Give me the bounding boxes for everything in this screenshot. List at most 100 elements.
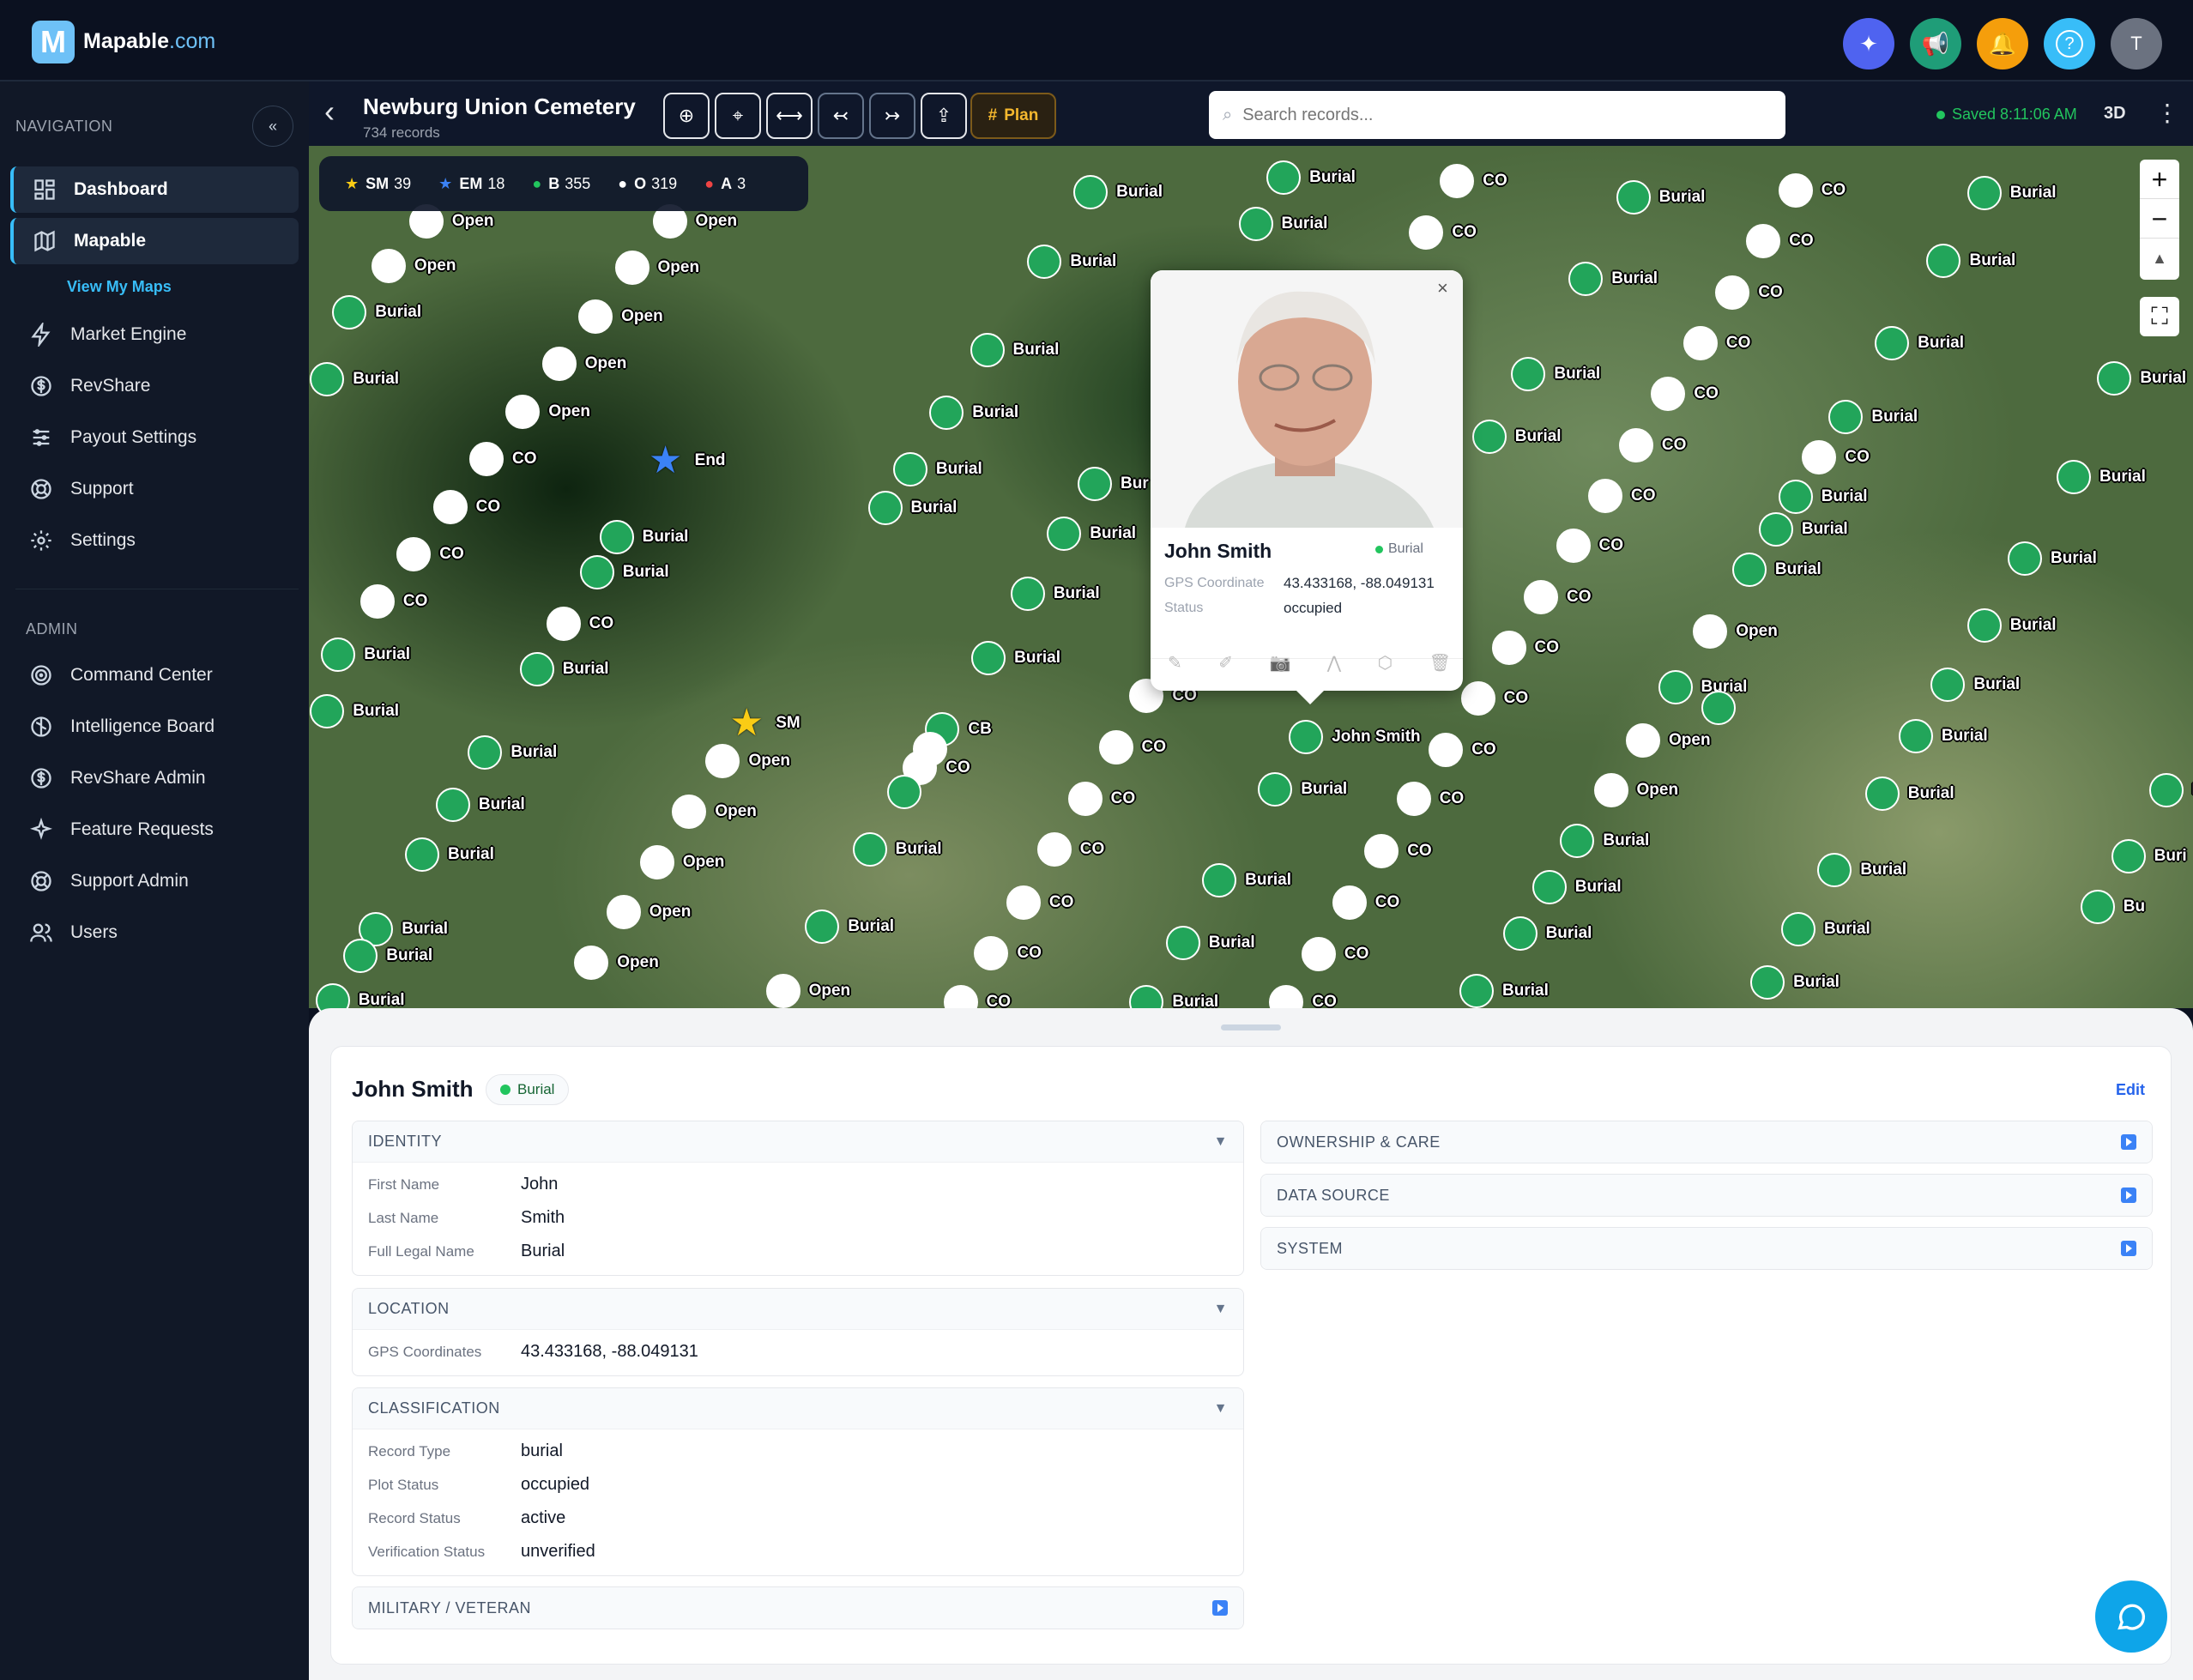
open-plot-marker[interactable]: [1588, 478, 1622, 513]
open-plot-marker[interactable]: [1301, 937, 1336, 972]
collapse-sidebar-button[interactable]: «: [252, 106, 293, 147]
burial-marker[interactable]: [2080, 889, 2115, 924]
open-plot-marker[interactable]: [578, 299, 613, 334]
sidebar-item-settings[interactable]: Settings: [10, 517, 299, 564]
burial-marker[interactable]: [310, 693, 345, 728]
drag-handle[interactable]: [1221, 1024, 1281, 1030]
burial-marker[interactable]: [852, 831, 887, 867]
burial-marker[interactable]: [1875, 325, 1910, 360]
legend-item-o[interactable]: ● O 319: [618, 175, 677, 193]
legend-item-b[interactable]: ● B 355: [532, 175, 590, 193]
notifications-button[interactable]: 🔔: [1977, 18, 2028, 69]
search-box[interactable]: ⌕: [1209, 91, 1785, 139]
legend-item-sm[interactable]: ★ SM 39: [345, 175, 411, 193]
sidebar-item-payout-settings[interactable]: Payout Settings: [10, 414, 299, 461]
star-marker-icon[interactable]: ★: [648, 438, 683, 481]
open-plot-marker[interactable]: [1715, 275, 1750, 311]
sidebar-item-view-my-maps[interactable]: View My Maps: [67, 278, 172, 295]
open-plot-marker[interactable]: [469, 442, 504, 477]
burial-marker[interactable]: [2148, 773, 2184, 808]
burial-marker[interactable]: [1560, 824, 1595, 859]
burial-marker[interactable]: [1817, 853, 1852, 888]
data-source-section-header[interactable]: DATA SOURCE: [1261, 1175, 2152, 1216]
camera-button[interactable]: 📷: [1269, 654, 1291, 673]
burial-marker[interactable]: [1750, 964, 1785, 1000]
burial-marker[interactable]: [1930, 667, 1966, 702]
burial-marker[interactable]: [971, 640, 1006, 675]
open-plot-marker[interactable]: [1067, 782, 1103, 817]
open-plot-marker[interactable]: [371, 249, 406, 284]
legend-item-a[interactable]: ● A 3: [704, 175, 746, 193]
burial-marker[interactable]: [2008, 541, 2042, 576]
open-plot-marker[interactable]: [1746, 223, 1781, 258]
open-plot-marker[interactable]: [1693, 613, 1728, 649]
open-plot-marker[interactable]: [359, 584, 395, 619]
sidebar-item-dashboard[interactable]: Dashboard: [10, 166, 299, 213]
burial-marker[interactable]: [1511, 356, 1546, 391]
burial-marker[interactable]: [1701, 691, 1737, 726]
open-plot-marker[interactable]: [1460, 680, 1495, 716]
open-plot-marker[interactable]: [1491, 631, 1526, 666]
sidebar-item-support-admin[interactable]: Support Admin: [10, 858, 299, 904]
open-plot-marker[interactable]: [541, 347, 577, 382]
burial-marker[interactable]: [805, 909, 840, 944]
locate-button[interactable]: ⌖: [715, 93, 761, 139]
burial-marker[interactable]: [1828, 400, 1864, 435]
sidebar-item-support[interactable]: Support: [10, 466, 299, 512]
burial-marker[interactable]: [1568, 261, 1604, 296]
open-plot-marker[interactable]: [1778, 173, 1813, 208]
burial-marker[interactable]: [1471, 420, 1507, 455]
burial-marker[interactable]: [970, 332, 1005, 367]
burial-marker[interactable]: [1258, 771, 1293, 807]
burial-marker[interactable]: [1531, 869, 1567, 904]
pencil-button[interactable]: ✐: [1218, 654, 1233, 673]
export-button[interactable]: ⇪: [921, 93, 967, 139]
open-plot-marker[interactable]: [639, 844, 674, 879]
burial-marker[interactable]: [1238, 207, 1273, 242]
user-avatar[interactable]: T: [2111, 18, 2162, 69]
burial-marker[interactable]: [468, 735, 503, 771]
zoom-out-button[interactable]: −: [2140, 199, 2179, 239]
burial-marker[interactable]: [1780, 911, 1815, 946]
burial-marker[interactable]: [1864, 776, 1900, 811]
burial-marker[interactable]: [599, 520, 634, 555]
search-input[interactable]: [1242, 105, 1758, 125]
open-plot-marker[interactable]: [1618, 427, 1653, 462]
redo-button[interactable]: ↣: [869, 93, 915, 139]
ownership-section-header[interactable]: OWNERSHIP & CARE: [1261, 1121, 2152, 1163]
burial-marker[interactable]: [1731, 552, 1767, 587]
burial-marker[interactable]: [2097, 360, 2132, 396]
chat-button[interactable]: [2095, 1580, 2167, 1653]
open-plot-marker[interactable]: [574, 945, 609, 980]
announcements-button[interactable]: 📢: [1910, 18, 1961, 69]
burial-marker[interactable]: [1758, 511, 1793, 547]
burial-marker[interactable]: [867, 491, 903, 526]
open-plot-marker[interactable]: [396, 536, 432, 571]
burial-marker[interactable]: [1502, 916, 1538, 951]
burial-marker[interactable]: [1898, 718, 1933, 753]
identity-section-header[interactable]: IDENTITY ▼: [353, 1121, 1243, 1163]
burial-marker[interactable]: [1047, 516, 1082, 551]
open-plot-marker[interactable]: [1429, 733, 1464, 768]
ai-assistant-button[interactable]: ✦: [1843, 18, 1894, 69]
open-plot-marker[interactable]: [903, 751, 938, 786]
open-plot-marker[interactable]: [1409, 215, 1444, 251]
burial-marker[interactable]: [310, 362, 345, 397]
burial-marker[interactable]: [1078, 467, 1113, 502]
sidebar-item-users[interactable]: Users: [10, 909, 299, 956]
undo-button[interactable]: ↢: [818, 93, 864, 139]
plan-button[interactable]: # Plan: [970, 93, 1056, 139]
open-plot-marker[interactable]: [1556, 529, 1591, 564]
fullscreen-button[interactable]: ⛶: [2140, 297, 2179, 336]
burial-marker[interactable]: [1165, 926, 1200, 961]
legend-item-em[interactable]: ★ EM 18: [438, 175, 504, 193]
open-plot-marker[interactable]: [1440, 163, 1475, 198]
measure-button[interactable]: ⟷: [766, 93, 813, 139]
classification-section-header[interactable]: CLASSIFICATION ▼: [353, 1388, 1243, 1429]
sidebar-item-revshare-admin[interactable]: RevShare Admin: [10, 755, 299, 801]
burial-marker[interactable]: [1658, 669, 1693, 704]
burial-marker[interactable]: [435, 787, 470, 822]
burial-marker[interactable]: [892, 451, 927, 486]
burial-marker[interactable]: [1266, 160, 1302, 196]
open-plot-marker[interactable]: [1396, 782, 1431, 817]
